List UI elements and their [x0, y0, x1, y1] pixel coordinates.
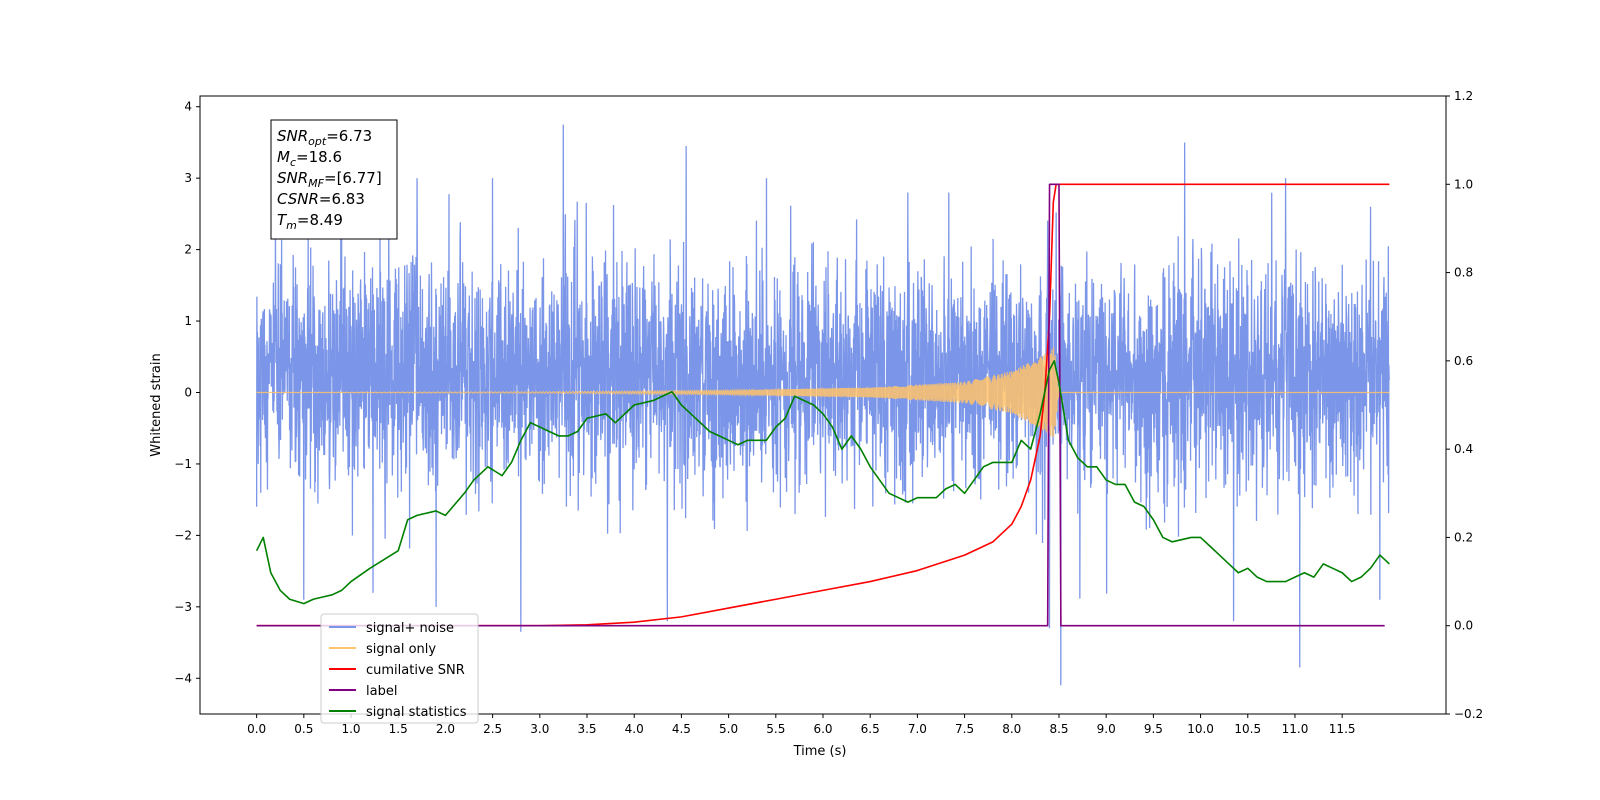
y-tick-label: 1 [184, 314, 192, 328]
x-tick-label: 0.0 [247, 722, 266, 736]
x-tick-label: 6.5 [861, 722, 880, 736]
legend-label: signal only [366, 642, 436, 657]
x-tick-label: 7.0 [908, 722, 927, 736]
x-tick-label: 5.0 [719, 722, 738, 736]
x-tick-label: 3.0 [530, 722, 549, 736]
y2-tick-label: 0.2 [1454, 530, 1473, 544]
y-tick-label: −3 [174, 600, 192, 614]
x-tick-label: 4.0 [625, 722, 644, 736]
annotation-line: SNRopt=6.73 [277, 127, 372, 148]
y-axis-right: 1.2 1.0 0.8 0.6 0.4 0.2 0.0 −0.2 [1446, 89, 1483, 721]
x-tick-label: 2.0 [436, 722, 455, 736]
series-signal-statistics [255, 360, 1390, 605]
y-tick-label: −1 [174, 457, 192, 471]
annotation-line: Mc=18.6 [277, 148, 342, 169]
annotation-line: SNRMF=[6.77] [277, 169, 382, 190]
legend: signal+ noise signal only cumilative SNR la… [320, 613, 479, 724]
x-tick-label: 2.5 [483, 722, 502, 736]
x-tick-label: 0.5 [294, 722, 313, 736]
series-signal-noise [255, 124, 1391, 686]
x-tick-label: 1.5 [389, 722, 408, 736]
y-tick-label: 0 [184, 385, 192, 399]
x-tick-label: 11.5 [1329, 722, 1356, 736]
x-tick-label: 6.0 [813, 722, 832, 736]
x-tick-label: 3.5 [577, 722, 596, 736]
y-tick-label: −4 [174, 671, 192, 685]
series-cumulative-snr [256, 183, 1390, 627]
annotation-line: Tm=8.49 [277, 211, 343, 232]
x-tick-label: 10.0 [1187, 722, 1214, 736]
series-label [256, 183, 1385, 627]
legend-label: signal statistics [366, 705, 467, 720]
x-tick-label: 1.0 [341, 722, 360, 736]
x-tick-label: 5.5 [766, 722, 785, 736]
y2-tick-label: 1.2 [1454, 89, 1473, 103]
x-tick-label: 9.5 [1144, 722, 1163, 736]
y2-tick-label: 0.4 [1454, 442, 1473, 456]
x-tick-label: 10.5 [1234, 722, 1261, 736]
y-tick-label: 2 [184, 243, 192, 257]
x-tick-label: 11.0 [1282, 722, 1309, 736]
series-signal-only [256, 347, 1390, 437]
annotation-line: CSNR=6.83 [277, 190, 365, 208]
y2-tick-label: 1.0 [1454, 177, 1473, 191]
y-axis-left: 4 3 2 1 0 −1 −2 −3 −4 [174, 100, 200, 685]
x-tick-label: 9.0 [1097, 722, 1116, 736]
y-tick-label: 3 [184, 171, 192, 185]
x-tick-label: 8.0 [1002, 722, 1021, 736]
y2-tick-label: 0.8 [1454, 266, 1473, 280]
x-tick-label: 4.5 [672, 722, 691, 736]
y-tick-label: 4 [184, 100, 192, 114]
y-tick-label: −2 [174, 528, 192, 542]
x-axis-label: Time (s) [793, 744, 847, 759]
legend-label: label [366, 684, 397, 699]
x-tick-label: 8.5 [1049, 722, 1068, 736]
y2-tick-label: −0.2 [1454, 707, 1483, 721]
x-axis: 0.0 0.5 1.0 1.5 2.0 2.5 3.0 3.5 4.0 4.5 5.0 5.5 6.0 6… [247, 714, 1356, 736]
legend-label: signal+ noise [366, 621, 454, 636]
x-tick-label: 7.5 [955, 722, 974, 736]
legend-label: cumilative SNR [366, 663, 465, 678]
y2-tick-label: 0.0 [1454, 619, 1473, 633]
y-axis-label: Whitened strain [149, 353, 164, 456]
y2-tick-label: 0.6 [1454, 354, 1473, 368]
